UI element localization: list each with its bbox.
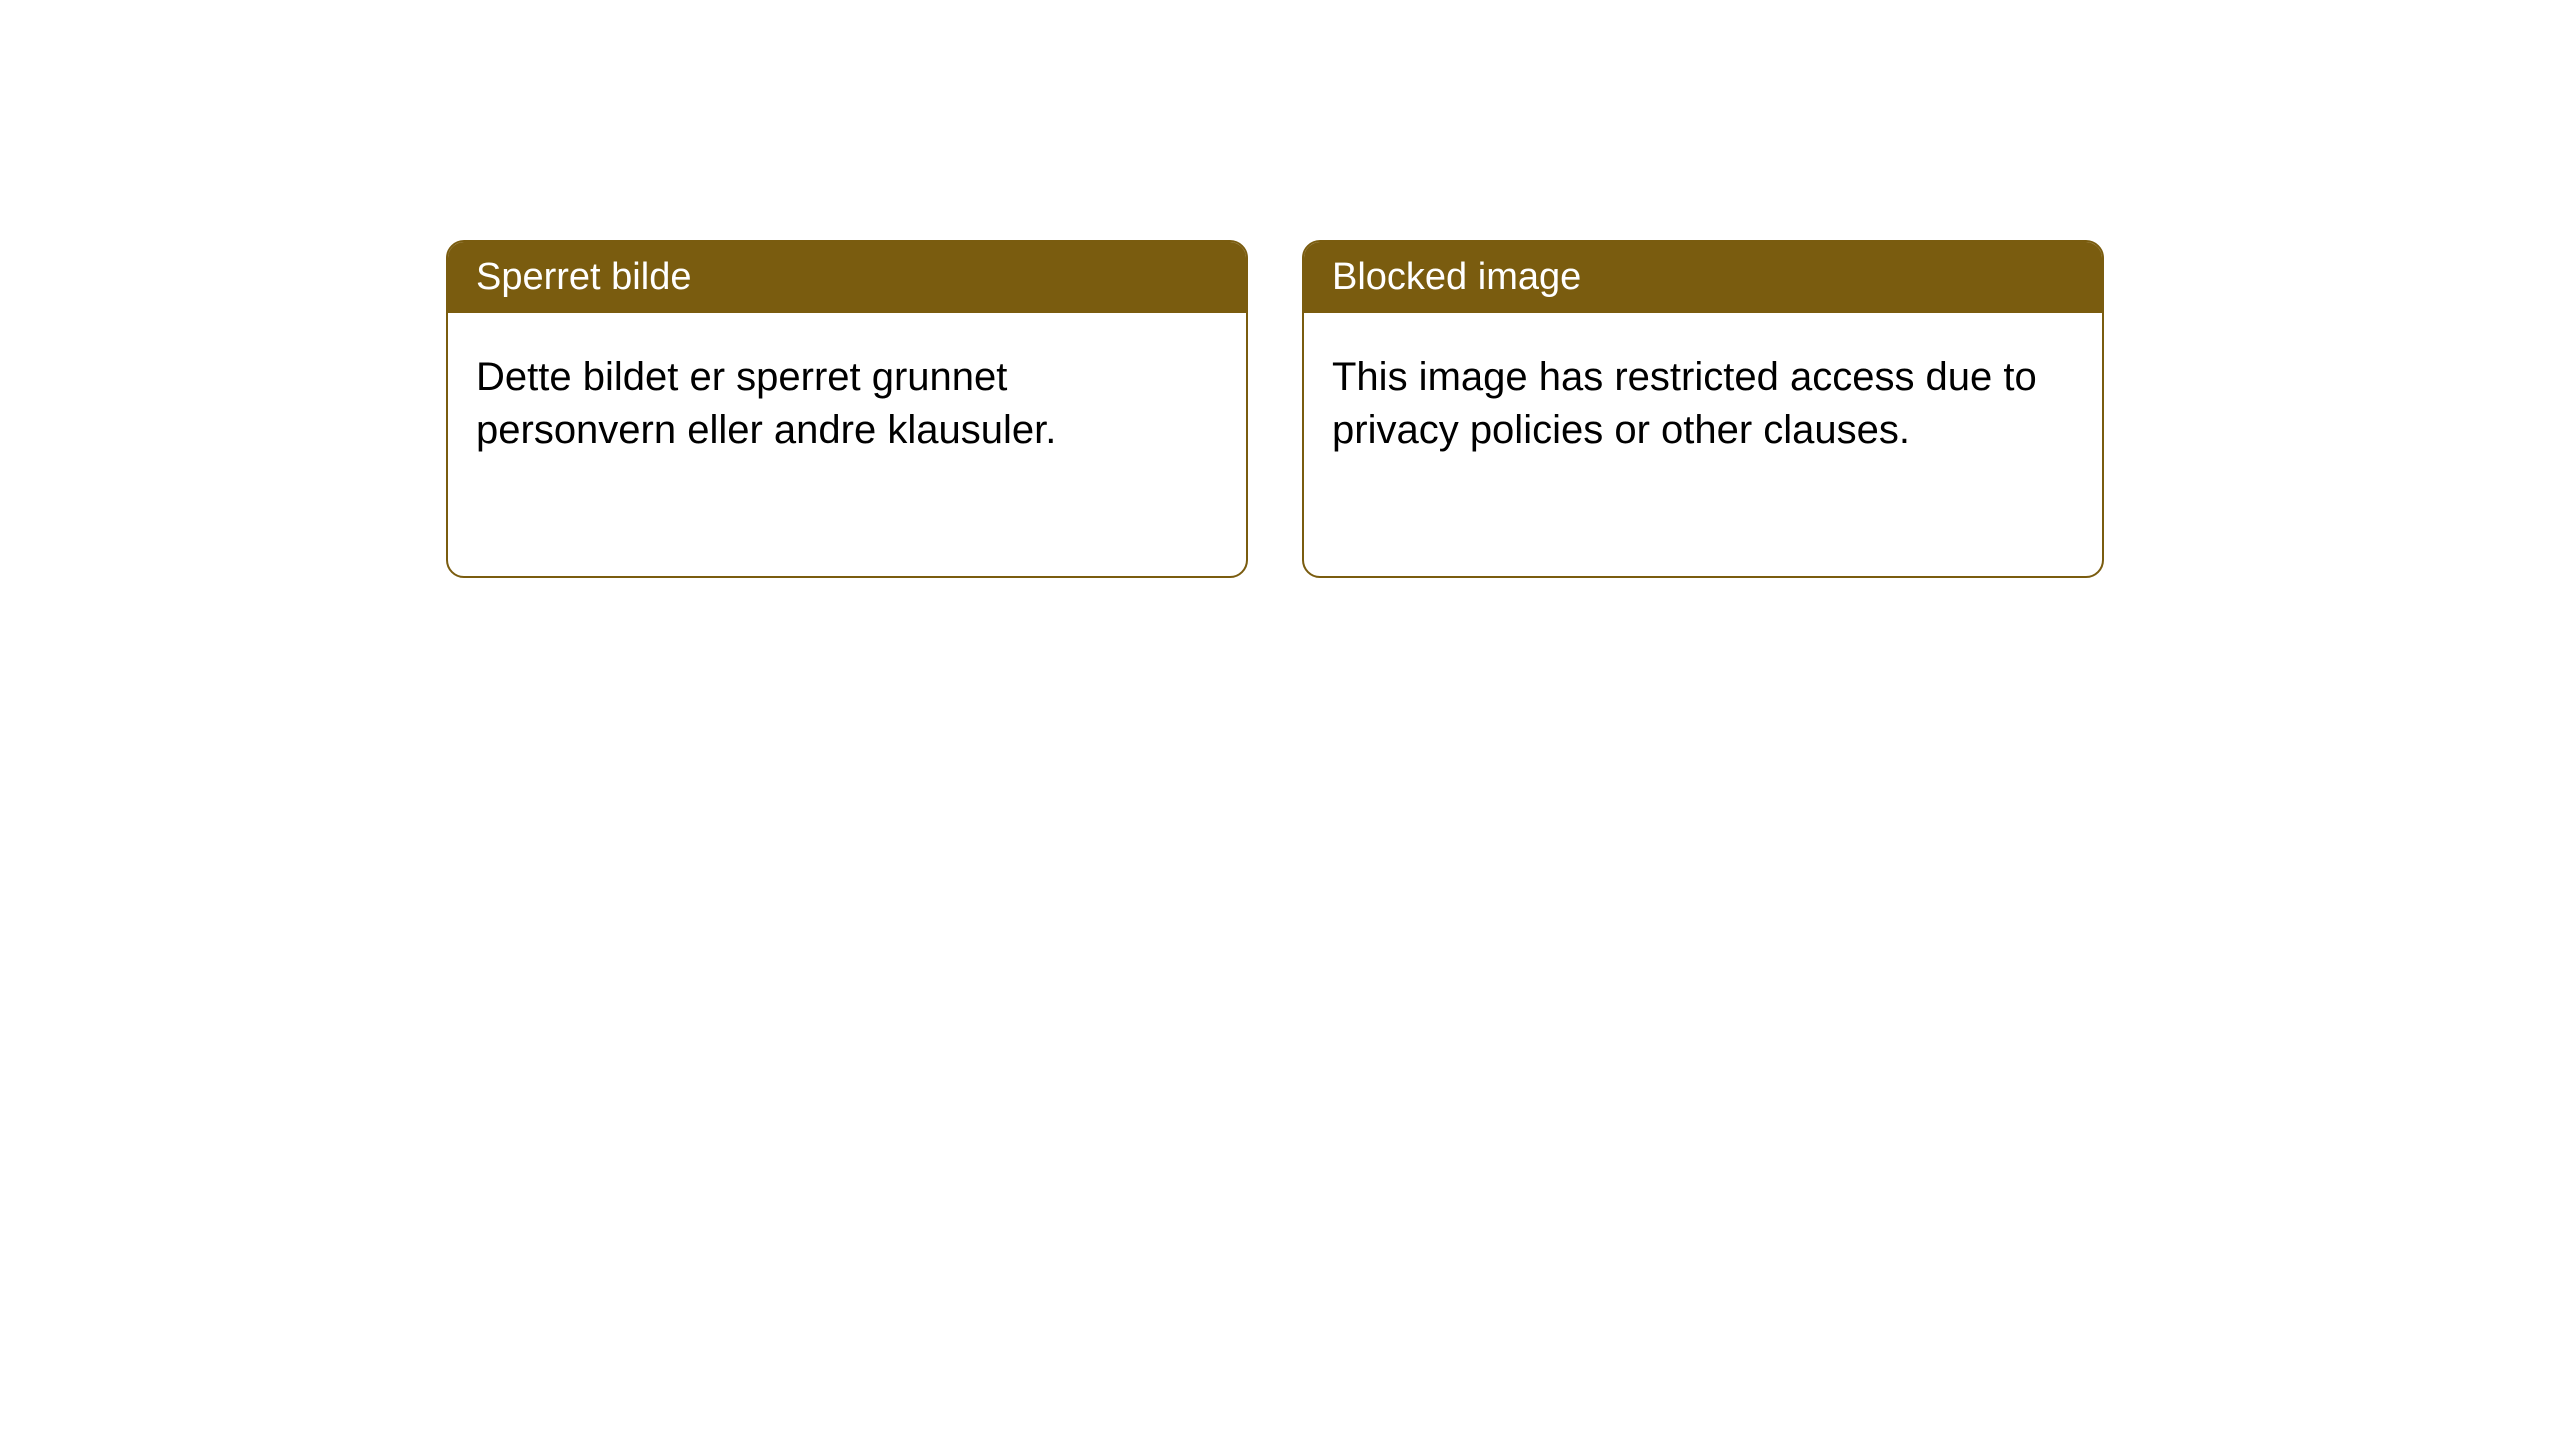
notice-card-norwegian: Sperret bilde Dette bildet er sperret gr… xyxy=(446,240,1248,578)
notice-container: Sperret bilde Dette bildet er sperret gr… xyxy=(446,240,2104,578)
notice-body-norwegian: Dette bildet er sperret grunnet personve… xyxy=(448,313,1246,495)
notice-header-english: Blocked image xyxy=(1304,242,2102,313)
notice-body-english: This image has restricted access due to … xyxy=(1304,313,2102,495)
notice-header-norwegian: Sperret bilde xyxy=(448,242,1246,313)
notice-card-english: Blocked image This image has restricted … xyxy=(1302,240,2104,578)
